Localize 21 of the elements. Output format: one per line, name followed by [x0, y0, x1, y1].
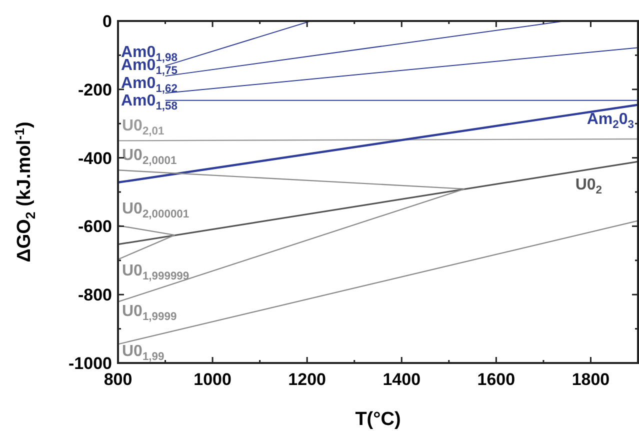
x-tick-label: 1400 — [382, 370, 421, 389]
series-label: U0$_{1,9999}$ — [122, 302, 177, 323]
y-tick-label: -200 — [78, 80, 112, 100]
x-tick-label: 1600 — [477, 370, 516, 389]
series-label: U0$_{1,99}$ — [122, 343, 164, 364]
series-label: U0$_{2}$ — [575, 176, 602, 196]
y-tick-label: -1000 — [68, 354, 112, 373]
series-label: U0$_{1,999999}$ — [122, 262, 190, 282]
series-label: U0$_{2,000001}$ — [122, 200, 190, 220]
x-tick-label: 1000 — [194, 370, 232, 389]
series-label: U0$_{2,0001}$ — [122, 147, 177, 168]
series-label: U0$_{2,01}$ — [122, 118, 164, 138]
x-axis-title: T(°C) — [355, 409, 401, 430]
series-label: Am$_{2}$0$_{3}$ — [586, 110, 634, 131]
y-tick-label: -400 — [78, 148, 112, 168]
x-tick-label: 800 — [104, 370, 132, 389]
y-tick-label: -800 — [78, 286, 112, 305]
y-tick-label: 0 — [102, 12, 112, 31]
x-tick-label: 1200 — [288, 370, 326, 389]
x-tick-label: 1800 — [572, 370, 610, 389]
y-tick-label: -600 — [78, 217, 112, 236]
